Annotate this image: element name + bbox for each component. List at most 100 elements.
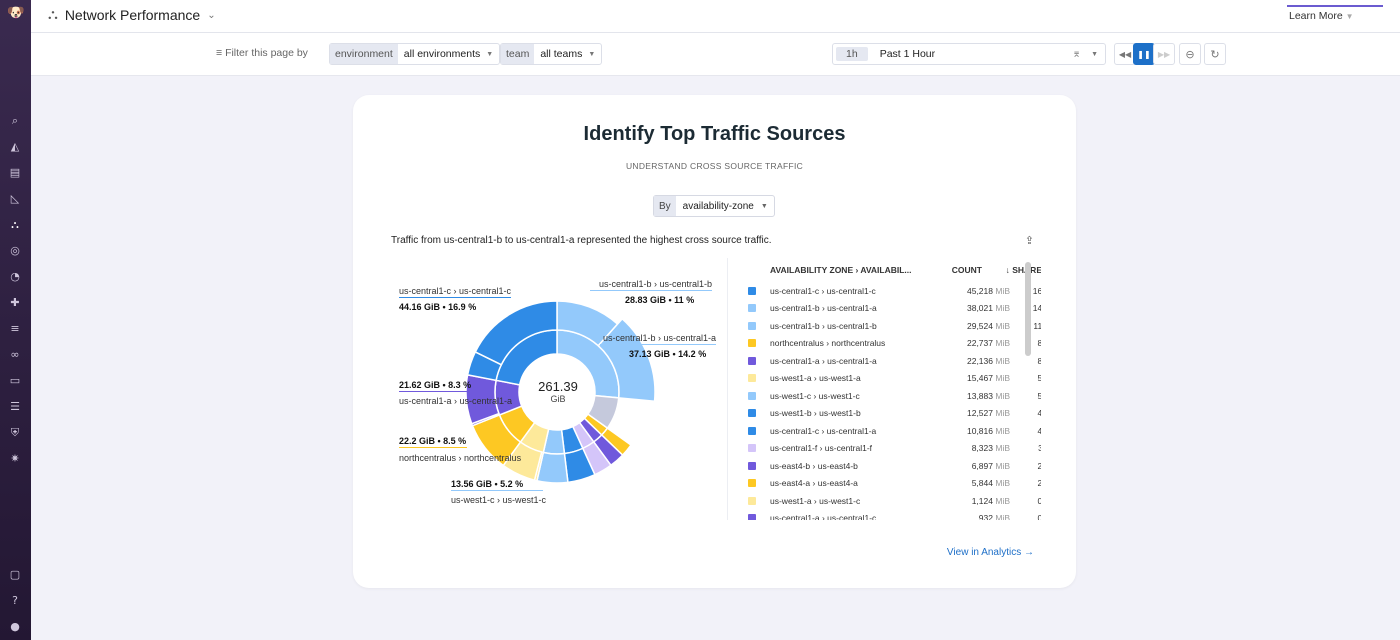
table-row[interactable]: us-central1-f › us-central1-f 8,323 MiB … (728, 440, 1041, 458)
caret-down-icon: ▼ (1091, 50, 1098, 58)
zone-cell: us-east4-a › us-east4-a (770, 478, 858, 489)
table-row[interactable]: us-west1-a › us-west1-c 1,124 MiB 0.42 % (728, 492, 1041, 510)
zoom-out-button[interactable]: ⊖ (1179, 43, 1201, 65)
share-cell: 8.49 % (1010, 338, 1041, 348)
count-cell: 15,467 MiB (966, 373, 1010, 384)
caret-down-icon: ▼ (760, 202, 768, 210)
color-swatch (748, 356, 756, 365)
help-icon[interactable]: ? (12, 594, 18, 607)
sidebar: 🐶 ⌕ ◭ ▤ ◺ ⛬ ◎ ◔ ✚ ≡ ∞ ▭ ☰ ⛨ ✷ ▢ ? ● (0, 0, 31, 640)
table-row[interactable]: us-west1-c › us-west1-c 13,883 MiB 5.19 … (728, 387, 1041, 405)
filter-icon: ≡ (216, 47, 223, 59)
learn-more-button[interactable]: Learn More ▼ (1287, 5, 1383, 22)
column-zone[interactable]: AVAILABILITY ZONE › AVAILABIL... (770, 265, 912, 275)
table-row[interactable]: us-central1-b › us-central1-a 38,021 MiB… (728, 300, 1041, 318)
table-row[interactable]: us-central1-b › us-central1-b 29,524 MiB… (728, 317, 1041, 335)
share-cell: 3.11 % (1010, 443, 1041, 453)
settings-icon[interactable]: ✷ (10, 452, 20, 465)
table-row[interactable]: us-central1-c › us-central1-a 10,816 MiB… (728, 422, 1041, 440)
color-swatch (748, 321, 756, 330)
time-picker[interactable]: 1h Past 1 Hour ⌆ ▼ (832, 43, 1106, 65)
environment-filter[interactable]: environment all environments ▼ (329, 43, 501, 65)
page-title-menu[interactable]: ⛬ Network Performance ⌄ (48, 7, 216, 23)
gauge-icon[interactable]: ◔ (10, 270, 20, 283)
search-icon[interactable]: ⌕ (11, 114, 19, 127)
count-cell: 13,883 MiB (966, 390, 1010, 401)
zone-cell: northcentralus › northcentralus (770, 338, 886, 349)
chart-label-value: 37.13 GiB • 14.2 % (629, 349, 707, 359)
chart-label: us-central1-b › us-central1-b (590, 279, 712, 291)
chart-label-value: 13.56 GiB • 5.2 % (451, 479, 543, 491)
table-row[interactable]: us-west1-b › us-west1-b 12,527 MiB 4.68 … (728, 405, 1041, 423)
zone-cell: us-west1-c › us-west1-c (770, 390, 860, 401)
puzzle-icon[interactable]: ✚ (10, 296, 20, 309)
shield-icon[interactable]: ⛨ (10, 426, 20, 439)
column-count[interactable]: COUNT (951, 265, 982, 275)
team-filter[interactable]: team all teams ▼ (500, 43, 603, 65)
zone-cell: us-east4-b › us-east4-b (770, 460, 858, 471)
chart-label: us-west1-c › us-west1-c (451, 495, 547, 505)
view-in-analytics-link[interactable]: View in Analytics → (946, 547, 1034, 558)
share-cell: 16.89 % (1032, 285, 1041, 296)
forward-button[interactable]: ▶▶ (1153, 43, 1175, 65)
link-icon[interactable]: ∞ (10, 348, 20, 361)
pause-button[interactable]: ❚❚ (1133, 43, 1155, 65)
table-row[interactable]: us-central1-c › us-central1-c 45,218 MiB… (728, 282, 1041, 300)
traffic-sources-card: Identify Top Traffic Sources UNDERSTAND … (353, 95, 1076, 588)
sunburst-outer-segment[interactable] (597, 317, 656, 403)
share-cell: 2.58 % (1010, 461, 1041, 471)
chart-label-value: 44.16 GiB • 16.9 % (399, 302, 477, 312)
export-icon[interactable]: ⇪ (1024, 235, 1034, 247)
scrollbar[interactable] (1025, 262, 1031, 356)
group-by-select[interactable]: By availability-zone ▼ (653, 195, 775, 217)
pin-icon: ⌆ (1072, 48, 1082, 60)
binoculars-icon[interactable]: ◭ (10, 140, 20, 153)
chat-icon[interactable]: ▢ (9, 568, 21, 581)
table-row[interactable]: us-east4-a › us-east4-a 5,844 MiB 2.18 % (728, 475, 1041, 493)
target-icon[interactable]: ◎ (10, 244, 20, 257)
color-swatch (748, 461, 756, 470)
table-row[interactable]: us-east4-b › us-east4-b 6,897 MiB 2.58 % (728, 457, 1041, 475)
count-cell: 12,527 MiB (966, 408, 1010, 419)
datadog-logo-icon[interactable]: 🐶 (7, 5, 25, 21)
color-swatch (748, 374, 756, 383)
sort-down-icon: ↓ (1005, 265, 1010, 275)
traffic-table: AVAILABILITY ZONE › AVAILABIL... COUNT ↓… (727, 258, 1041, 520)
refresh-button[interactable]: ↻ (1204, 43, 1226, 65)
filter-bar: ≡ Filter this page by environment all env… (31, 33, 1400, 76)
caret-down-icon: ▼ (588, 50, 596, 58)
book-icon[interactable]: ▭ (9, 374, 21, 387)
chart-total: 261.39 GiB (538, 379, 578, 404)
chart-icon[interactable]: ◺ (10, 192, 20, 205)
share-cell: 2.18 % (1010, 478, 1041, 488)
sunburst-chart (465, 300, 656, 484)
logs-icon[interactable]: ☰ (10, 400, 20, 413)
table-row[interactable]: us-central1-a › us-central1-c 932 MiB 0.… (728, 510, 1041, 520)
table-row[interactable]: us-west1-a › us-west1-a 15,467 MiB 5.78 … (728, 370, 1041, 388)
sunburst-outer-segment[interactable] (474, 300, 558, 366)
count-cell: 29,524 MiB (966, 320, 1010, 331)
chart-label-value: 22.2 GiB • 8.5 % (399, 436, 467, 448)
filter-label: ≡ Filter this page by (216, 47, 308, 59)
color-swatch (748, 426, 756, 435)
table-row[interactable]: us-central1-a › us-central1-a 22,136 MiB… (728, 352, 1041, 370)
count-cell: 6,897 MiB (971, 460, 1010, 471)
count-cell: 22,737 MiB (966, 338, 1010, 349)
chart-label-value: 28.83 GiB • 11 % (625, 295, 695, 305)
network-icon[interactable]: ⛬ (11, 218, 19, 231)
share-cell: 5.78 % (1010, 373, 1041, 383)
chart-label: us-central1-a › us-central1-a (399, 396, 513, 406)
chart-label-value: 21.62 GiB • 8.3 % (399, 380, 472, 392)
column-share[interactable]: ↓ SHARE (982, 265, 1041, 275)
share-cell: 0.35 % (1010, 513, 1041, 520)
avatar[interactable]: ● (10, 620, 20, 633)
list-icon[interactable]: ≡ (10, 322, 20, 335)
top-bar: ⛬ Network Performance ⌄ Learn More ▼ (31, 0, 1400, 33)
dashboard-icon[interactable]: ▤ (9, 166, 21, 179)
network-icon: ⛬ (48, 7, 58, 23)
color-swatch (748, 496, 756, 505)
summary-text: Traffic from us-central1-b to us-central… (391, 235, 772, 246)
table-row[interactable]: northcentralus › northcentralus 22,737 M… (728, 335, 1041, 353)
page-title: Network Performance (64, 7, 201, 23)
zone-cell: us-central1-b › us-central1-b (770, 320, 877, 331)
